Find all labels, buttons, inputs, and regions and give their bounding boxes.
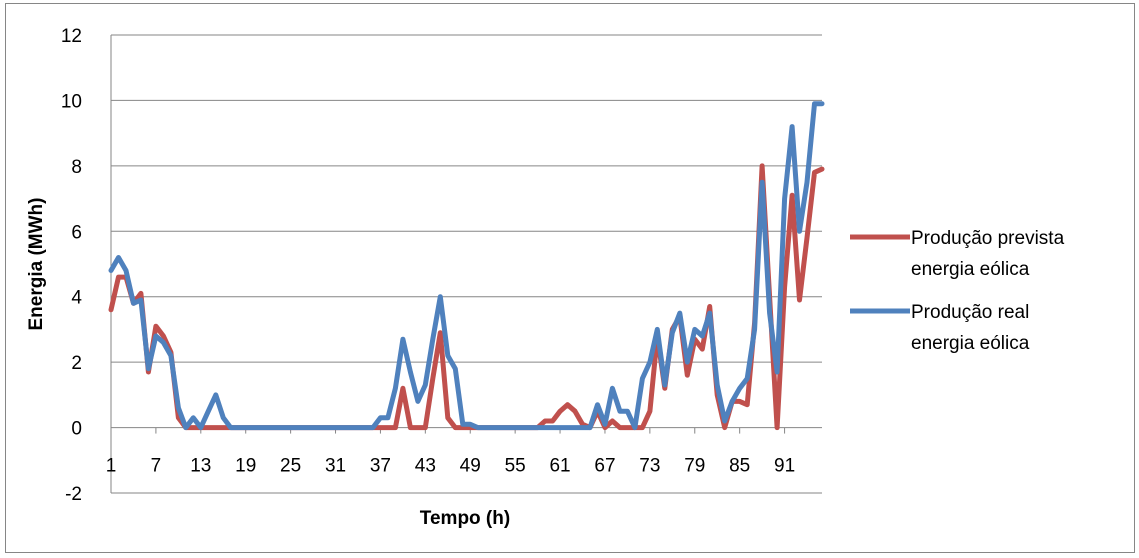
- x-tick-label: 55: [505, 456, 526, 477]
- y-tick-label: 10: [61, 91, 82, 112]
- chart-frame: [5, 3, 1135, 553]
- x-tick-label: 25: [280, 456, 301, 477]
- y-axis-ticks: -2 0 2 4 6 8 10 12: [61, 26, 83, 505]
- x-tick-label: 7: [151, 456, 162, 477]
- x-tick-label: 1: [106, 456, 117, 477]
- x-tick-label: 61: [549, 456, 570, 477]
- y-tick-label: 8: [71, 157, 82, 178]
- series-lines: [108, 101, 825, 431]
- x-tick-label: 79: [684, 456, 705, 477]
- series-line-2: [108, 101, 825, 431]
- legend-label-2: Produção real energia eólica: [911, 302, 1030, 354]
- x-axis-ticks: 1 7 13 19 25 31 37 43 49 55 61 67 73 79 85 91: [106, 456, 795, 477]
- x-tick-label: 73: [639, 456, 660, 477]
- x-tick-label: 67: [594, 456, 615, 477]
- x-tick-label: 85: [729, 456, 750, 477]
- x-tick-label: 31: [325, 456, 346, 477]
- y-tick-label: 6: [71, 222, 82, 243]
- x-axis-title: Tempo (h): [420, 508, 510, 529]
- x-tick-label: 13: [190, 456, 211, 477]
- legend-label-1: Produção prevista energia eólica: [911, 228, 1065, 280]
- x-tick-label: 37: [370, 456, 391, 477]
- y-tick-label: -2: [65, 484, 82, 505]
- x-tick-label: 91: [774, 456, 795, 477]
- x-tick-label: 19: [235, 456, 256, 477]
- x-tick-label: 49: [460, 456, 481, 477]
- y-tick-label: 12: [61, 26, 82, 47]
- y-tick-label: 0: [71, 419, 82, 440]
- y-tick-label: 4: [71, 288, 82, 309]
- y-axis-title: Energia (MWh): [26, 198, 47, 331]
- y-tick-label: 2: [71, 353, 82, 374]
- gridlines: [110, 34, 822, 494]
- legend: Produção prevista energia eólica Produção …: [850, 228, 1065, 354]
- x-tick-label: 43: [415, 456, 436, 477]
